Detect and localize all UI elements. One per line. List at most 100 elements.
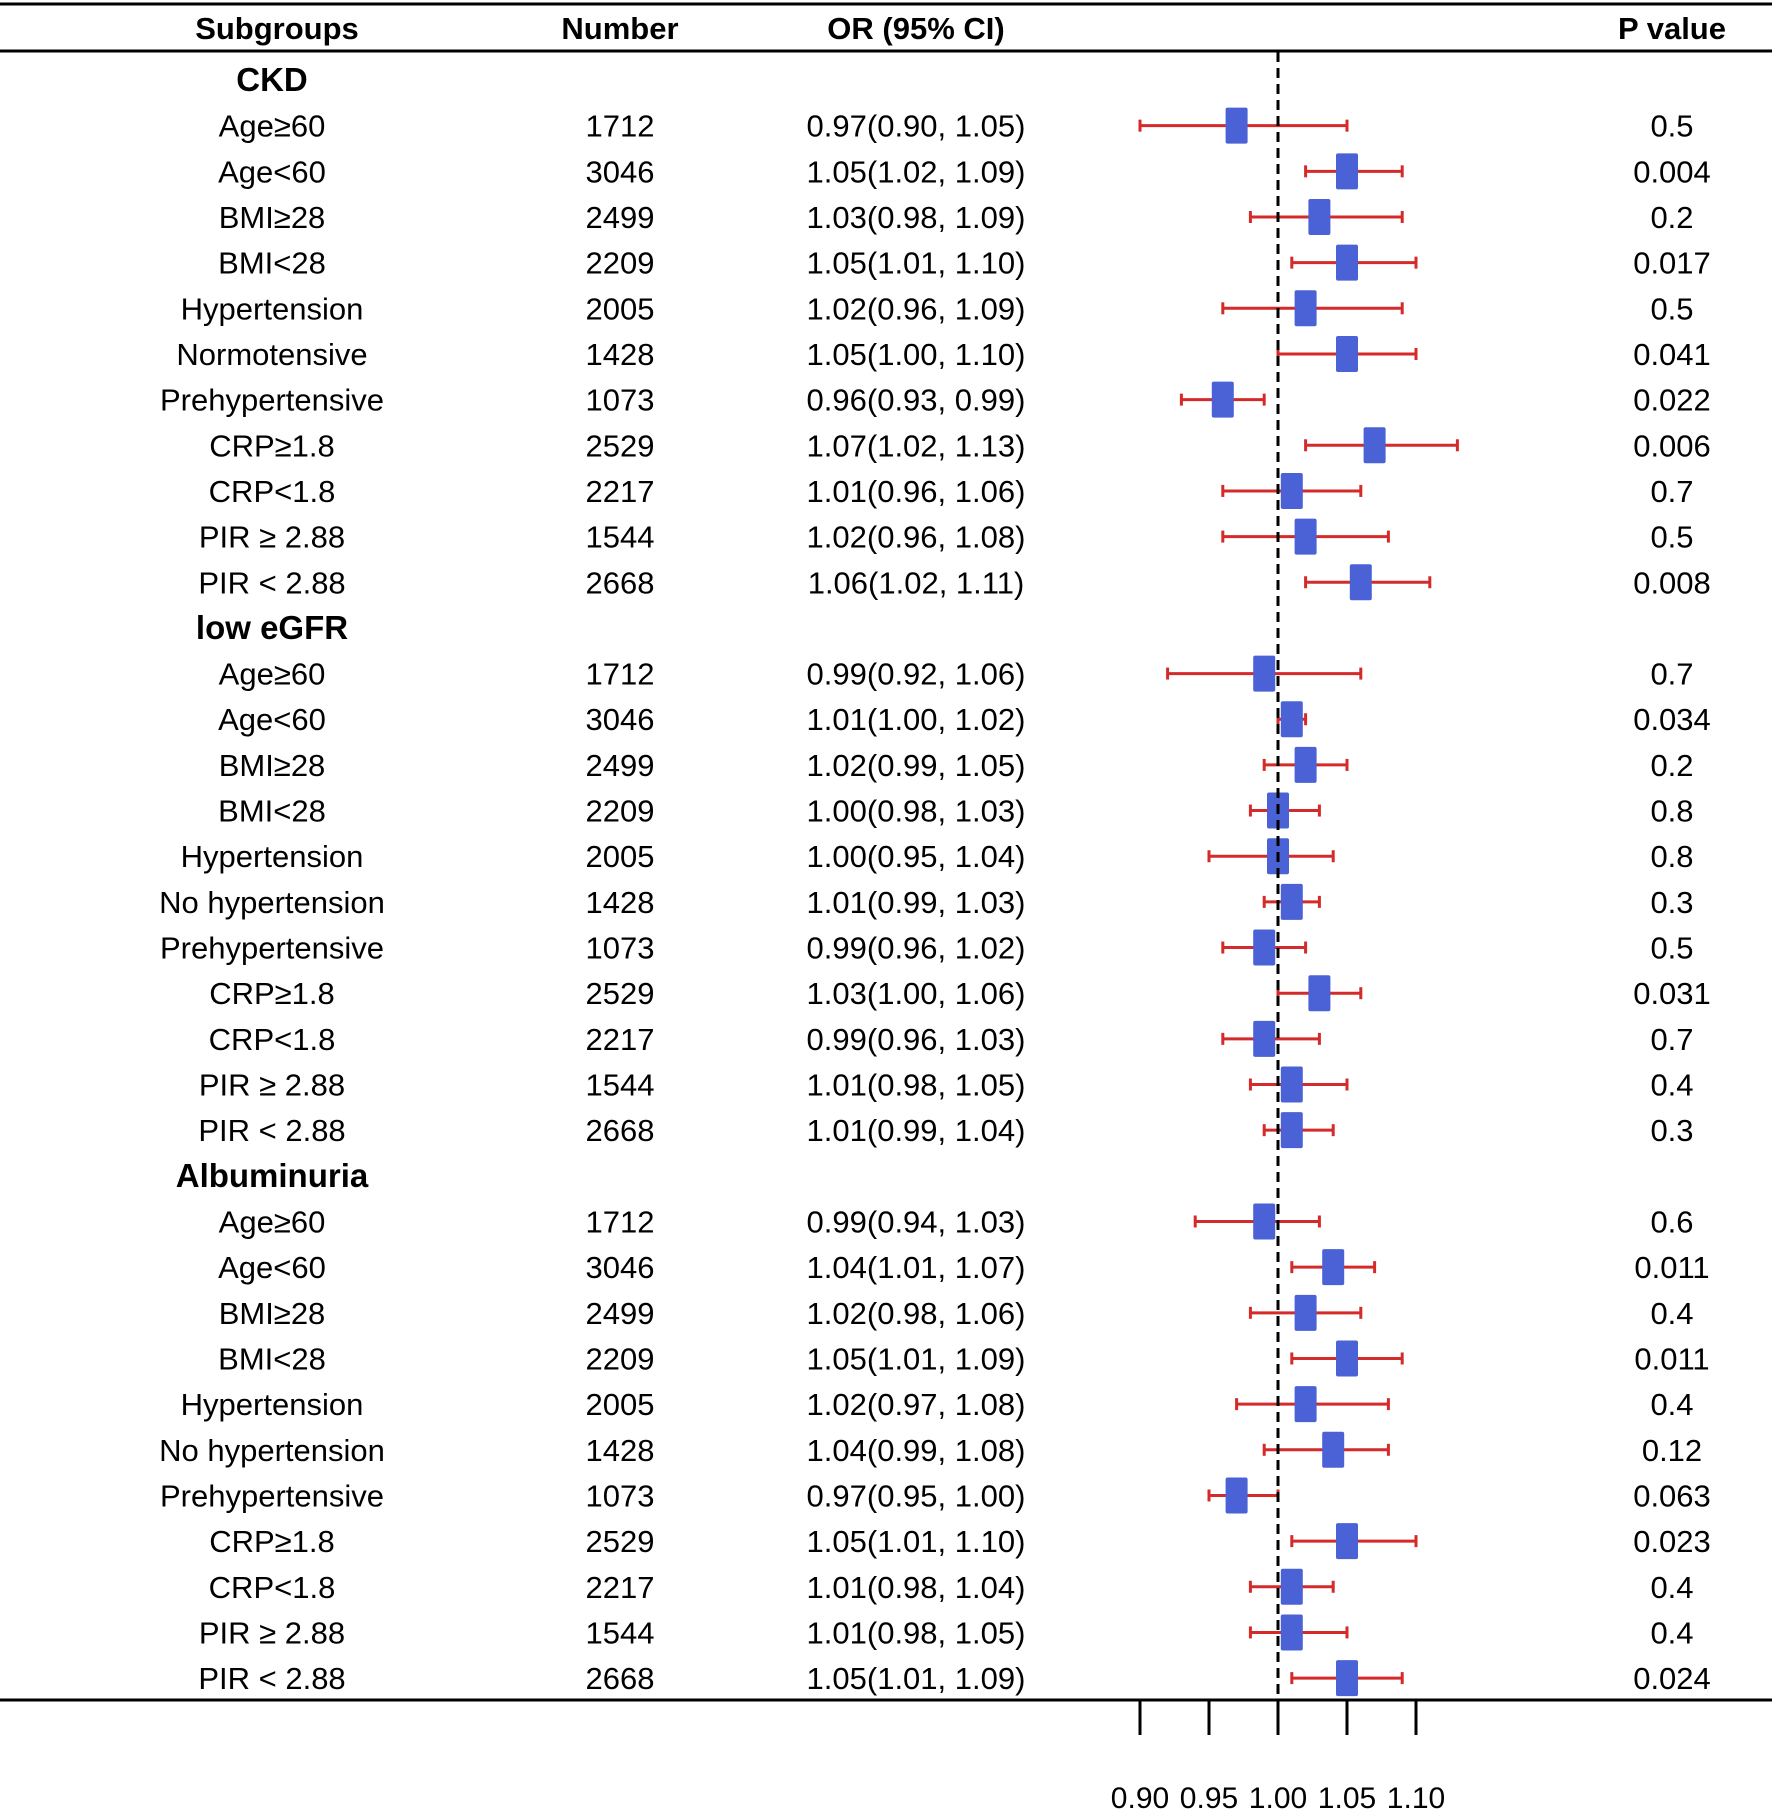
number-value: 2209 <box>586 246 655 281</box>
forest-row: Age<60 3046 1.01(1.00, 1.02) 0.034 <box>218 701 1711 738</box>
x-tick-label: 0.90 <box>1111 1782 1169 1815</box>
x-tick-label: 1.10 <box>1387 1782 1445 1815</box>
or-point-box <box>1336 335 1358 372</box>
or-point-box <box>1253 929 1276 966</box>
p-value: 0.034 <box>1633 702 1711 737</box>
or-ci-value: 0.99(0.92, 1.06) <box>807 657 1026 692</box>
forest-row: No hypertension 1428 1.04(0.99, 1.08) 0.12 <box>159 1431 1702 1468</box>
header-or: OR (95% CI) <box>827 11 1004 46</box>
p-value: 0.5 <box>1650 291 1693 326</box>
or-ci-value: 1.01(0.96, 1.06) <box>807 474 1026 509</box>
subgroup-label: Age≥60 <box>219 657 326 692</box>
or-point-box <box>1294 746 1317 783</box>
or-ci-value: 1.05(1.01, 1.10) <box>807 246 1026 281</box>
forest-row: Age≥60 1712 0.99(0.94, 1.03) 0.6 <box>219 1203 1694 1240</box>
subgroup-label: Prehypertensive <box>160 931 384 966</box>
or-ci-value: 1.02(0.96, 1.09) <box>807 291 1026 326</box>
or-ci-value: 1.04(1.01, 1.07) <box>807 1250 1026 1285</box>
forest-row: CRP≥1.8 2529 1.05(1.01, 1.10) 0.023 <box>209 1523 1711 1560</box>
or-point-box <box>1336 244 1358 281</box>
subgroup-label: BMI<28 <box>218 1341 326 1376</box>
or-ci-value: 1.01(1.00, 1.02) <box>807 702 1026 737</box>
or-ci-value: 0.99(0.96, 1.02) <box>807 931 1026 966</box>
p-value: 0.004 <box>1633 154 1711 189</box>
subgroup-label: BMI≥28 <box>219 748 326 783</box>
forest-row: Normotensive 1428 1.05(1.00, 1.10) 0.041 <box>176 335 1711 372</box>
or-point-box <box>1253 655 1276 692</box>
number-value: 1428 <box>586 885 655 920</box>
p-value: 0.4 <box>1650 1387 1693 1422</box>
or-point-box <box>1308 198 1331 235</box>
or-ci-value: 1.01(0.98, 1.04) <box>807 1570 1026 1605</box>
p-value: 0.063 <box>1633 1478 1711 1513</box>
forest-row: BMI<28 2209 1.00(0.98, 1.03) 0.8 <box>218 792 1694 829</box>
subgroup-label: CRP≥1.8 <box>209 976 335 1011</box>
or-ci-value: 0.99(0.96, 1.03) <box>807 1022 1026 1057</box>
group-heading: Albuminuria <box>176 1157 369 1194</box>
forest-row: PIR < 2.88 2668 1.01(0.99, 1.04) 0.3 <box>198 1112 1694 1149</box>
or-point-box <box>1294 290 1317 327</box>
number-value: 2499 <box>586 748 655 783</box>
forest-row: Hypertension 2005 1.00(0.95, 1.04) 0.8 <box>181 838 1694 875</box>
number-value: 2529 <box>586 1524 655 1559</box>
number-value: 1544 <box>586 1615 655 1650</box>
or-point-box <box>1294 1294 1317 1331</box>
or-point-box <box>1336 1340 1358 1377</box>
p-value: 0.011 <box>1634 1250 1709 1285</box>
p-value: 0.6 <box>1650 1205 1693 1240</box>
subgroup-label: BMI<28 <box>218 794 326 829</box>
or-point-box <box>1336 1660 1358 1697</box>
p-value: 0.7 <box>1650 1022 1693 1057</box>
number-value: 2668 <box>586 565 655 600</box>
number-value: 1712 <box>586 657 655 692</box>
forest-row: BMI≥28 2499 1.02(0.98, 1.06) 0.4 <box>219 1294 1694 1331</box>
number-value: 3046 <box>586 1250 655 1285</box>
or-point-box <box>1280 1112 1303 1149</box>
p-value: 0.3 <box>1650 1113 1693 1148</box>
or-point-box <box>1294 518 1317 555</box>
number-value: 2499 <box>586 200 655 235</box>
or-ci-value: 0.96(0.93, 0.99) <box>807 383 1026 418</box>
or-point-box <box>1225 107 1248 144</box>
number-value: 2668 <box>586 1113 655 1148</box>
subgroup-label: PIR < 2.88 <box>198 1113 345 1148</box>
or-ci-value: 1.05(1.00, 1.10) <box>807 337 1026 372</box>
number-value: 2499 <box>586 1296 655 1331</box>
or-point-box <box>1280 1568 1303 1605</box>
or-ci-value: 1.01(0.99, 1.04) <box>807 1113 1026 1148</box>
p-value: 0.023 <box>1633 1524 1711 1559</box>
forest-row: CRP≥1.8 2529 1.03(1.00, 1.06) 0.031 <box>209 975 1711 1012</box>
forest-row: BMI≥28 2499 1.03(0.98, 1.09) 0.2 <box>219 198 1694 235</box>
p-value: 0.5 <box>1650 109 1693 144</box>
forest-row: Prehypertensive 1073 0.96(0.93, 0.99) 0.022 <box>160 381 1711 418</box>
or-ci-value: 1.02(0.98, 1.06) <box>807 1296 1026 1331</box>
or-point-box <box>1280 883 1303 920</box>
forest-row: CRP≥1.8 2529 1.07(1.02, 1.13) 0.006 <box>209 427 1711 464</box>
number-value: 3046 <box>586 702 655 737</box>
or-point-box <box>1253 1020 1276 1057</box>
forest-row: PIR ≥ 2.88 1544 1.02(0.96, 1.08) 0.5 <box>199 518 1694 555</box>
number-value: 2668 <box>586 1661 655 1696</box>
p-value: 0.8 <box>1650 794 1693 829</box>
subgroup-label: Age≥60 <box>219 1205 326 1240</box>
forest-row: PIR ≥ 2.88 1544 1.01(0.98, 1.05) 0.4 <box>199 1614 1694 1651</box>
or-ci-value: 0.97(0.95, 1.00) <box>807 1478 1026 1513</box>
subgroup-label: Age≥60 <box>219 109 326 144</box>
or-ci-value: 0.99(0.94, 1.03) <box>807 1205 1026 1240</box>
subgroup-label: BMI<28 <box>218 246 326 281</box>
or-ci-value: 1.05(1.01, 1.09) <box>807 1341 1026 1376</box>
or-ci-value: 1.06(1.02, 1.11) <box>808 565 1025 600</box>
subgroup-label: CRP≥1.8 <box>209 428 335 463</box>
p-value: 0.022 <box>1633 383 1711 418</box>
forest-row: BMI<28 2209 1.05(1.01, 1.09) 0.011 <box>218 1340 1710 1377</box>
forest-row: Age<60 3046 1.05(1.02, 1.09) 0.004 <box>218 153 1711 190</box>
subgroup-label: BMI≥28 <box>219 1296 326 1331</box>
group-heading: CKD <box>236 61 308 98</box>
number-value: 1712 <box>586 1205 655 1240</box>
number-value: 2209 <box>586 1341 655 1376</box>
or-point-box <box>1322 1249 1345 1286</box>
p-value: 0.8 <box>1650 839 1693 874</box>
subgroup-label: CRP<1.8 <box>209 1570 336 1605</box>
forest-row: Hypertension 2005 1.02(0.96, 1.09) 0.5 <box>181 290 1694 327</box>
